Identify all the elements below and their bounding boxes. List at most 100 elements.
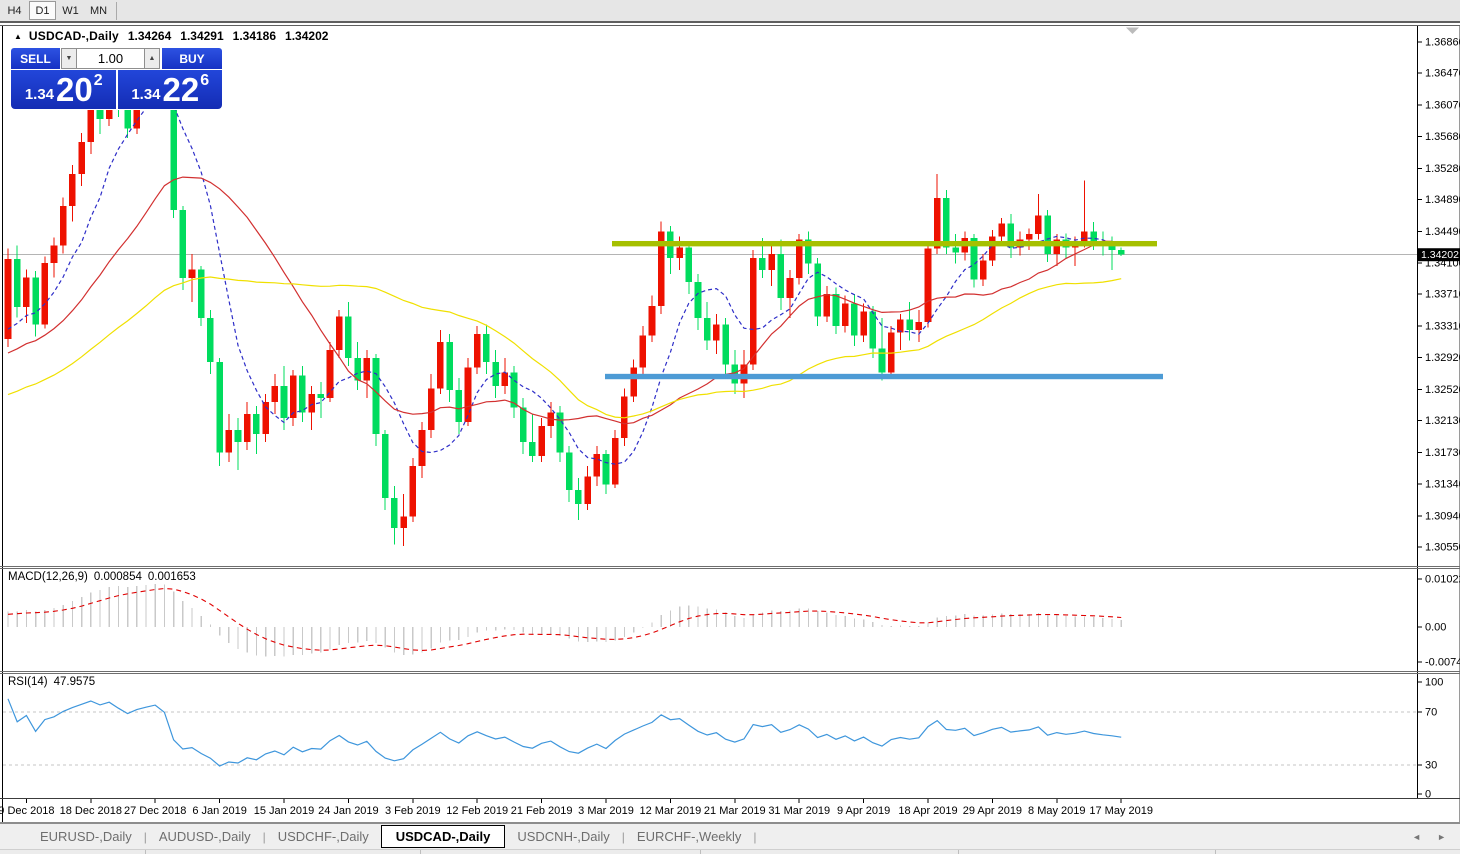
chart-tab-usdchf[interactable]: USDCHF-,Daily xyxy=(277,829,369,844)
chart-tab-eurusd[interactable]: EURUSD-,Daily xyxy=(40,829,132,844)
chart-tab-audusd[interactable]: AUDUSD-,Daily xyxy=(158,829,251,844)
one-click-trading-panel: SELL ▼ ▲ BUY 1.34 20 2 1.34 22 6 xyxy=(10,47,223,110)
buy-button[interactable]: BUY xyxy=(162,48,222,69)
price-axis-tick: 1.34890 xyxy=(1425,194,1460,206)
timeframe-button-h4[interactable]: H4 xyxy=(1,1,28,20)
timeframe-button-mn[interactable]: MN xyxy=(85,1,112,20)
tab-scroll-right-icon[interactable]: ► xyxy=(1437,831,1446,842)
macd-pane-label: MACD(12,26,9) 0.000854 0.001653 xyxy=(8,571,202,583)
price-axis-tick: 1.31730 xyxy=(1425,447,1460,459)
date-axis-label: 17 May 2019 xyxy=(1089,805,1153,817)
svg-text:1.34202: 1.34202 xyxy=(1421,249,1459,261)
rsi-line xyxy=(7,698,1122,767)
rsi-axis-tick: 70 xyxy=(1425,707,1437,719)
price-axis-tick: 1.35680 xyxy=(1425,131,1460,143)
price-axis-tick: 1.33710 xyxy=(1425,289,1460,301)
tab-scroll-controls: ◄ ► xyxy=(1412,832,1446,842)
rsi-pane-label: RSI(14) 47.9575 xyxy=(8,676,101,688)
macd-value: 0.000854 xyxy=(93,571,142,583)
quote-low: 1.34186 xyxy=(232,29,277,43)
collapse-panel-icon[interactable]: ▲ xyxy=(14,31,22,41)
chart-shift-marker-icon xyxy=(1126,27,1139,34)
date-axis-label: 9 Dec 2018 xyxy=(0,805,55,817)
price-axis-tick: 1.36470 xyxy=(1425,68,1460,80)
price-axis-tick: 1.32520 xyxy=(1425,384,1460,396)
quote-high: 1.34291 xyxy=(180,29,224,43)
date-axis-label: 6 Jan 2019 xyxy=(192,805,246,817)
date-axis-label: 24 Jan 2019 xyxy=(318,805,379,817)
date-axis-label: 9 Apr 2019 xyxy=(837,805,890,817)
chart-tab-usdcnh[interactable]: USDCNH-,Daily xyxy=(517,829,610,844)
volume-increase-button[interactable]: ▲ xyxy=(144,48,160,69)
date-axis-label: 12 Mar 2019 xyxy=(640,805,702,817)
sell-price-panel[interactable]: 1.34 20 2 xyxy=(11,70,116,109)
buy-price-big: 22 xyxy=(162,71,200,108)
timeframe-button-d1[interactable]: D1 xyxy=(29,1,56,20)
date-axis-label: 3 Feb 2019 xyxy=(385,805,441,817)
sell-button[interactable]: SELL xyxy=(11,48,60,69)
resistance-line xyxy=(612,240,1157,247)
chart-tabs: EURUSD-,Daily | AUDUSD-,Daily | USDCHF-,Dail… xyxy=(28,825,757,848)
tab-separator: | xyxy=(753,829,757,844)
date-axis-label: 31 Mar 2019 xyxy=(768,805,830,817)
price-axis-tick: 1.35280 xyxy=(1425,163,1460,175)
date-axis-label: 8 May 2019 xyxy=(1028,805,1085,817)
arrow-up-icon: ▲ xyxy=(148,55,156,62)
status-divider xyxy=(420,850,421,854)
tab-separator: | xyxy=(143,829,147,844)
date-axis-label: 21 Mar 2019 xyxy=(704,805,766,817)
timeframe-toolbar: H4 D1 W1 MN xyxy=(0,0,1460,23)
buy-price-panel[interactable]: 1.34 22 6 xyxy=(117,70,222,109)
sell-price-sup: 2 xyxy=(93,71,103,89)
macd-signal-line xyxy=(7,587,1122,651)
timeframe-button-w1[interactable]: W1 xyxy=(57,1,84,20)
tab-scroll-left-icon[interactable]: ◄ xyxy=(1412,831,1422,842)
macd-axis-tick: -0.007477 xyxy=(1425,657,1460,669)
volume-stepper: ▼ ▲ xyxy=(61,48,160,69)
current-price-tag xyxy=(1418,248,1460,262)
date-axis-label: 29 Apr 2019 xyxy=(963,805,1022,817)
quote-open: 1.34264 xyxy=(127,29,172,43)
tab-separator: | xyxy=(262,829,266,844)
chart-tab-bar: EURUSD-,Daily | AUDUSD-,Daily | USDCHF-,Dail… xyxy=(0,823,1460,849)
price-axis-tick: 1.34490 xyxy=(1425,226,1460,238)
date-axis-label: 3 Mar 2019 xyxy=(578,805,634,817)
chart-canvas[interactable]: 1.368601.364701.360701.356801.352801.348… xyxy=(0,0,1460,824)
status-divider xyxy=(145,850,146,854)
rsi-axis-tick: 100 xyxy=(1425,677,1443,689)
status-bar xyxy=(0,849,1460,854)
price-axis-tick: 1.30550 xyxy=(1425,542,1460,554)
rsi-axis-tick: 0 xyxy=(1425,789,1431,801)
date-axis-label: 15 Jan 2019 xyxy=(254,805,315,817)
quote-close: 1.34202 xyxy=(285,29,329,43)
date-axis-label: 12 Feb 2019 xyxy=(446,805,508,817)
status-divider xyxy=(958,850,959,854)
rsi-value: 47.9575 xyxy=(53,676,96,688)
date-axis-label: 21 Feb 2019 xyxy=(511,805,573,817)
price-axis-tick: 1.30940 xyxy=(1425,510,1460,522)
macd-axis-tick: 0.010229 xyxy=(1425,573,1460,585)
rsi-axis-tick: 30 xyxy=(1425,760,1437,772)
date-axis-label: 18 Apr 2019 xyxy=(898,805,957,817)
price-axis-tick: 1.32920 xyxy=(1425,352,1460,364)
toolbar-separator xyxy=(116,1,118,20)
buy-price-prefix: 1.34 xyxy=(131,86,161,103)
macd-signal-value: 0.001653 xyxy=(147,571,196,583)
price-axis-tick: 1.31340 xyxy=(1425,478,1460,490)
chart-tab-eurchf[interactable]: EURCHF-,Weekly xyxy=(636,829,742,844)
price-axis-tick: 1.36070 xyxy=(1425,100,1460,112)
macd-label: MACD(12,26,9) xyxy=(8,571,88,583)
price-axis-tick: 1.32130 xyxy=(1425,415,1460,427)
status-divider xyxy=(1215,850,1216,854)
ma-8-line xyxy=(7,92,1122,465)
chart-tab-usdcad[interactable]: USDCAD-,Daily xyxy=(380,825,506,848)
volume-input[interactable] xyxy=(77,48,144,69)
ma-20-line xyxy=(7,176,1122,425)
symbol-label: USDCAD-,Daily xyxy=(28,29,119,43)
arrow-down-icon: ▼ xyxy=(65,55,73,62)
volume-decrease-button[interactable]: ▼ xyxy=(61,48,77,69)
sell-price-prefix: 1.34 xyxy=(24,86,55,103)
date-axis-label: 18 Dec 2018 xyxy=(60,805,122,817)
rsi-label: RSI(14) xyxy=(8,676,48,688)
